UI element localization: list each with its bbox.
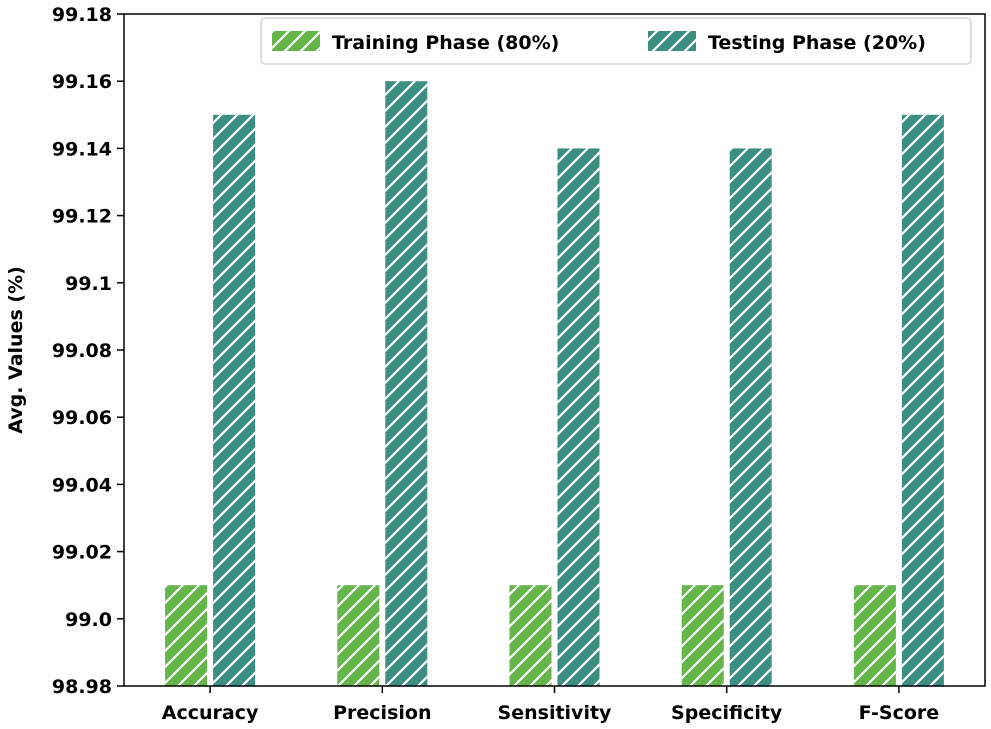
bar-hatch-sensitivity-testing xyxy=(557,148,600,686)
bar-hatch-precision-training xyxy=(337,585,380,686)
x-tick-label: F-Score xyxy=(859,702,940,724)
x-tick-label: Sensitivity xyxy=(498,702,612,724)
y-tick-label: 99.18 xyxy=(52,4,112,26)
legend-label-training: Training Phase (80%) xyxy=(332,32,559,54)
bar-hatch-specificity-training xyxy=(681,585,724,686)
bar-hatch-precision-testing xyxy=(385,81,428,686)
y-tick-label: 99.1 xyxy=(65,273,112,295)
bar-hatch-accuracy-training xyxy=(165,585,208,686)
y-tick-label: 99.02 xyxy=(52,542,112,564)
plot-frame xyxy=(123,13,986,687)
y-tick-label: 99.16 xyxy=(52,71,112,93)
bar-hatch-sensitivity-training xyxy=(509,585,552,686)
bar-hatch-accuracy-testing xyxy=(213,114,256,687)
legend-frame xyxy=(260,17,972,65)
x-tick-label: Precision xyxy=(333,702,431,724)
legend-swatch-training-hatch xyxy=(272,31,320,51)
legend-label-testing: Testing Phase (20%) xyxy=(708,32,926,54)
y-axis-label: Avg. Values (%) xyxy=(5,266,27,434)
bar-hatch-f-score-testing xyxy=(901,114,944,687)
bar-hatch-specificity-testing xyxy=(729,148,772,686)
y-tick-label: 99.14 xyxy=(52,138,112,160)
y-tick-label: 99.06 xyxy=(52,407,112,429)
x-tick-label: Specificity xyxy=(671,702,783,724)
x-tick-label: Accuracy xyxy=(162,702,259,724)
y-tick-label: 99.08 xyxy=(52,340,112,362)
y-tick-label: 99.04 xyxy=(52,474,112,496)
legend-swatch-testing-hatch xyxy=(648,31,696,51)
legend: Training Phase (80%) Testing Phase (20%) xyxy=(260,17,972,65)
y-tick-label: 99.12 xyxy=(52,206,112,228)
y-tick-label: 98.98 xyxy=(52,676,112,698)
y-tick-label: 99.0 xyxy=(65,609,112,631)
bar-hatch-f-score-training xyxy=(853,585,896,686)
